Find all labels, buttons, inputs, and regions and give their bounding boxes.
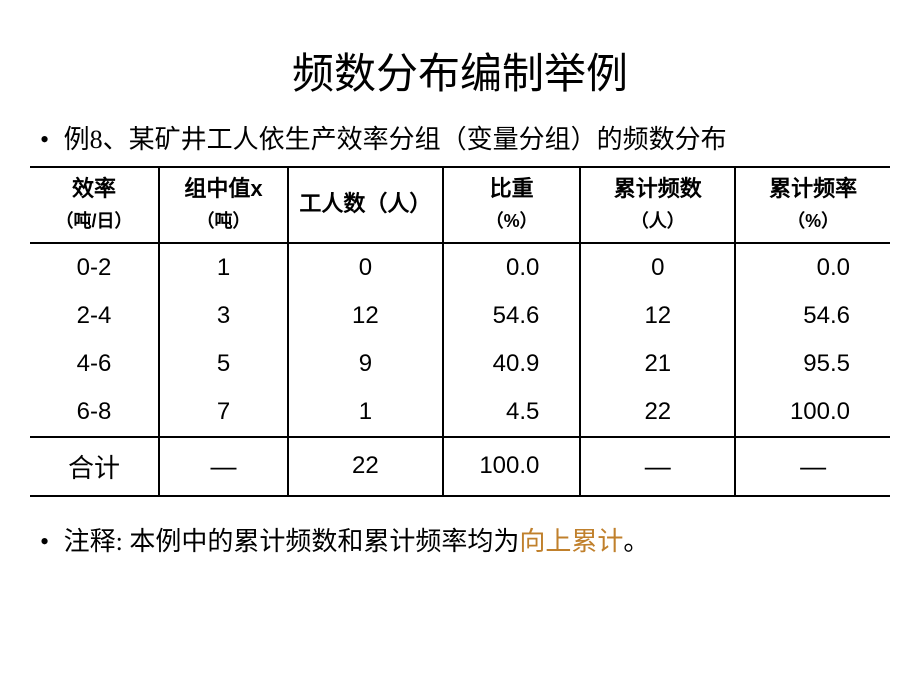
cell-total-dash: —	[735, 437, 890, 496]
th-cumn: 累计频数 （人）	[580, 167, 735, 243]
th-pct-l1: 比重	[490, 176, 534, 201]
page-title: 频数分布编制举例	[30, 40, 890, 101]
table-total-row: 合计 — 22 100.0 — —	[30, 437, 890, 496]
cell-range: 0-2	[30, 243, 159, 292]
th-pct-l2: （%）	[486, 211, 538, 231]
cell-cump: 0.0	[735, 243, 890, 292]
table-row: 6-8 7 1 4.5 22 100.0	[30, 388, 890, 437]
note-accent: 向上累计	[519, 527, 623, 556]
cell-cumn: 21	[580, 340, 735, 388]
cell-pct: 0.0	[443, 243, 581, 292]
cell-count: 9	[288, 340, 443, 388]
cell-cumn: 22	[580, 388, 735, 437]
cell-total-count: 22	[288, 437, 443, 496]
th-cumn-l1: 累计频数	[614, 176, 702, 201]
cell-total-dash: —	[580, 437, 735, 496]
cell-mid: 1	[159, 243, 288, 292]
freq-table: 效率 （吨/日） 组中值x （吨） 工人数（人） 比重 （%） 累计频数 （人）…	[30, 166, 890, 497]
note-prefix: 注释:	[64, 527, 123, 556]
cell-cump: 95.5	[735, 340, 890, 388]
note-text1: 本例中的累计频数和累计频率均为	[129, 527, 519, 556]
th-efficiency-l2: （吨/日）	[55, 211, 132, 231]
cell-count: 12	[288, 292, 443, 340]
cell-total-pct: 100.0	[443, 437, 581, 496]
th-cump-l2: （%）	[787, 211, 839, 231]
th-cump: 累计频率 （%）	[735, 167, 890, 243]
cell-range: 4-6	[30, 340, 159, 388]
cell-total-label: 合计	[30, 437, 159, 496]
th-cump-l1: 累计频率	[769, 176, 857, 201]
note-line: • 注释: 本例中的累计频数和累计频率均为向上累计。	[30, 521, 890, 558]
cell-mid: 7	[159, 388, 288, 437]
cell-count: 0	[288, 243, 443, 292]
th-workers: 工人数（人）	[288, 167, 443, 243]
cell-cump: 100.0	[735, 388, 890, 437]
cell-cumn: 0	[580, 243, 735, 292]
cell-range: 6-8	[30, 388, 159, 437]
cell-pct: 4.5	[443, 388, 581, 437]
table-row: 2-4 3 12 54.6 12 54.6	[30, 292, 890, 340]
note-text2: 。	[623, 527, 649, 556]
table-row: 0-2 1 0 0.0 0 0.0	[30, 243, 890, 292]
th-midvalue: 组中值x （吨）	[159, 167, 288, 243]
table-row: 4-6 5 9 40.9 21 95.5	[30, 340, 890, 388]
cell-mid: 5	[159, 340, 288, 388]
th-efficiency: 效率 （吨/日）	[30, 167, 159, 243]
bullet-icon: •	[40, 527, 49, 557]
cell-pct: 54.6	[443, 292, 581, 340]
intro-text: 例8、某矿井工人依生产效率分组（变量分组）的频数分布	[64, 125, 727, 154]
th-midvalue-l1: 组中值x	[184, 176, 262, 201]
cell-cumn: 12	[580, 292, 735, 340]
cell-total-dash: —	[159, 437, 288, 496]
th-cumn-l2: （人）	[631, 211, 685, 231]
cell-count: 1	[288, 388, 443, 437]
bullet-icon: •	[40, 125, 49, 155]
cell-pct: 40.9	[443, 340, 581, 388]
intro-line: • 例8、某矿井工人依生产效率分组（变量分组）的频数分布	[30, 119, 890, 156]
cell-cump: 54.6	[735, 292, 890, 340]
th-midvalue-l2: （吨）	[197, 211, 251, 231]
cell-mid: 3	[159, 292, 288, 340]
cell-range: 2-4	[30, 292, 159, 340]
th-pct: 比重 （%）	[443, 167, 581, 243]
th-efficiency-l1: 效率	[72, 176, 116, 201]
